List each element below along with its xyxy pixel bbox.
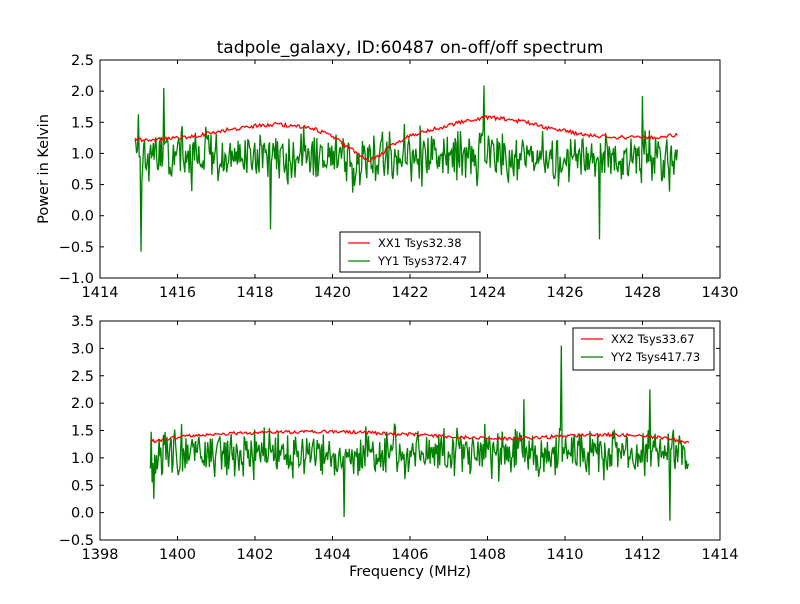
series-line-yy2 bbox=[149, 345, 690, 521]
legend-label: XX2 Tsys33.67 bbox=[611, 332, 695, 346]
x-tick-label: 1414 bbox=[82, 285, 119, 301]
x-tick-label: 1406 bbox=[392, 547, 429, 563]
y-tick-label: 0.0 bbox=[71, 209, 94, 225]
y-tick-label: 0.5 bbox=[71, 478, 94, 494]
chart-panel-2: 1398 1400 1402 1404 1406 1408 1410 1412 1414 −0.5… bbox=[59, 314, 739, 580]
series-line-yy1 bbox=[134, 85, 679, 252]
x-tick-label: 1424 bbox=[469, 285, 506, 301]
y-tick-label: 3.5 bbox=[71, 314, 94, 330]
x-tick-label: 1416 bbox=[159, 285, 196, 301]
y-tick-label: 2.5 bbox=[71, 53, 94, 69]
y-tick-label: 2.0 bbox=[71, 84, 94, 100]
x-tick-label: 1422 bbox=[392, 285, 429, 301]
legend: XX1 Tsys32.38 YY1 Tsys372.47 bbox=[339, 231, 481, 273]
y-tick-label: −0.5 bbox=[59, 240, 94, 256]
x-tick-label: 1402 bbox=[237, 547, 274, 563]
x-tick-label: 1398 bbox=[82, 547, 119, 563]
series-line-xx1 bbox=[134, 114, 678, 163]
y-tick-label: 2.0 bbox=[71, 396, 94, 412]
x-tick-label: 1414 bbox=[702, 547, 739, 563]
series-line-xx2 bbox=[150, 429, 690, 445]
x-tick-label: 1408 bbox=[469, 547, 506, 563]
x-tick-label: 1420 bbox=[314, 285, 351, 301]
legend: XX2 Tsys33.67 YY2 Tsys417.73 bbox=[572, 327, 715, 371]
x-tick-label: 1404 bbox=[314, 547, 351, 563]
chart-panel-1: 1414 1416 1418 1420 1422 1424 1426 1428 1430 −1.0… bbox=[36, 53, 738, 301]
x-tick-label: 1410 bbox=[547, 547, 584, 563]
x-tick-label: 1418 bbox=[237, 285, 274, 301]
x-tick-label: 1430 bbox=[702, 285, 739, 301]
legend-box bbox=[339, 231, 481, 273]
chart-title: tadpole_galaxy, ID:60487 on-off/off spec… bbox=[217, 38, 604, 58]
legend-label: XX1 Tsys32.38 bbox=[378, 236, 462, 250]
y-tick-label: −0.5 bbox=[59, 533, 94, 549]
legend-label: YY1 Tsys372.47 bbox=[377, 254, 467, 268]
legend-box bbox=[572, 327, 715, 371]
y-tick-label: 0.0 bbox=[71, 506, 94, 522]
x-tick-label: 1412 bbox=[624, 547, 661, 563]
y-tick-label: 1.5 bbox=[71, 115, 94, 131]
x-tick-label: 1426 bbox=[547, 285, 584, 301]
y-tick-label: 3.0 bbox=[71, 341, 94, 357]
x-tick-label: 1428 bbox=[624, 285, 661, 301]
y-tick-label: 1.0 bbox=[71, 451, 94, 467]
y-tick-label: 1.0 bbox=[71, 146, 94, 162]
y-tick-label: −1.0 bbox=[59, 271, 94, 287]
x-axis-title: Frequency (MHz) bbox=[349, 564, 471, 580]
x-tick-label: 1400 bbox=[159, 547, 196, 563]
y-tick-label: 1.5 bbox=[71, 424, 94, 440]
y-tick-label: 0.5 bbox=[71, 178, 94, 194]
y-tick-label: 2.5 bbox=[71, 369, 94, 385]
legend-label: YY2 Tsys417.73 bbox=[610, 350, 700, 364]
y-axis-title: Power in Kelvin bbox=[36, 114, 52, 224]
